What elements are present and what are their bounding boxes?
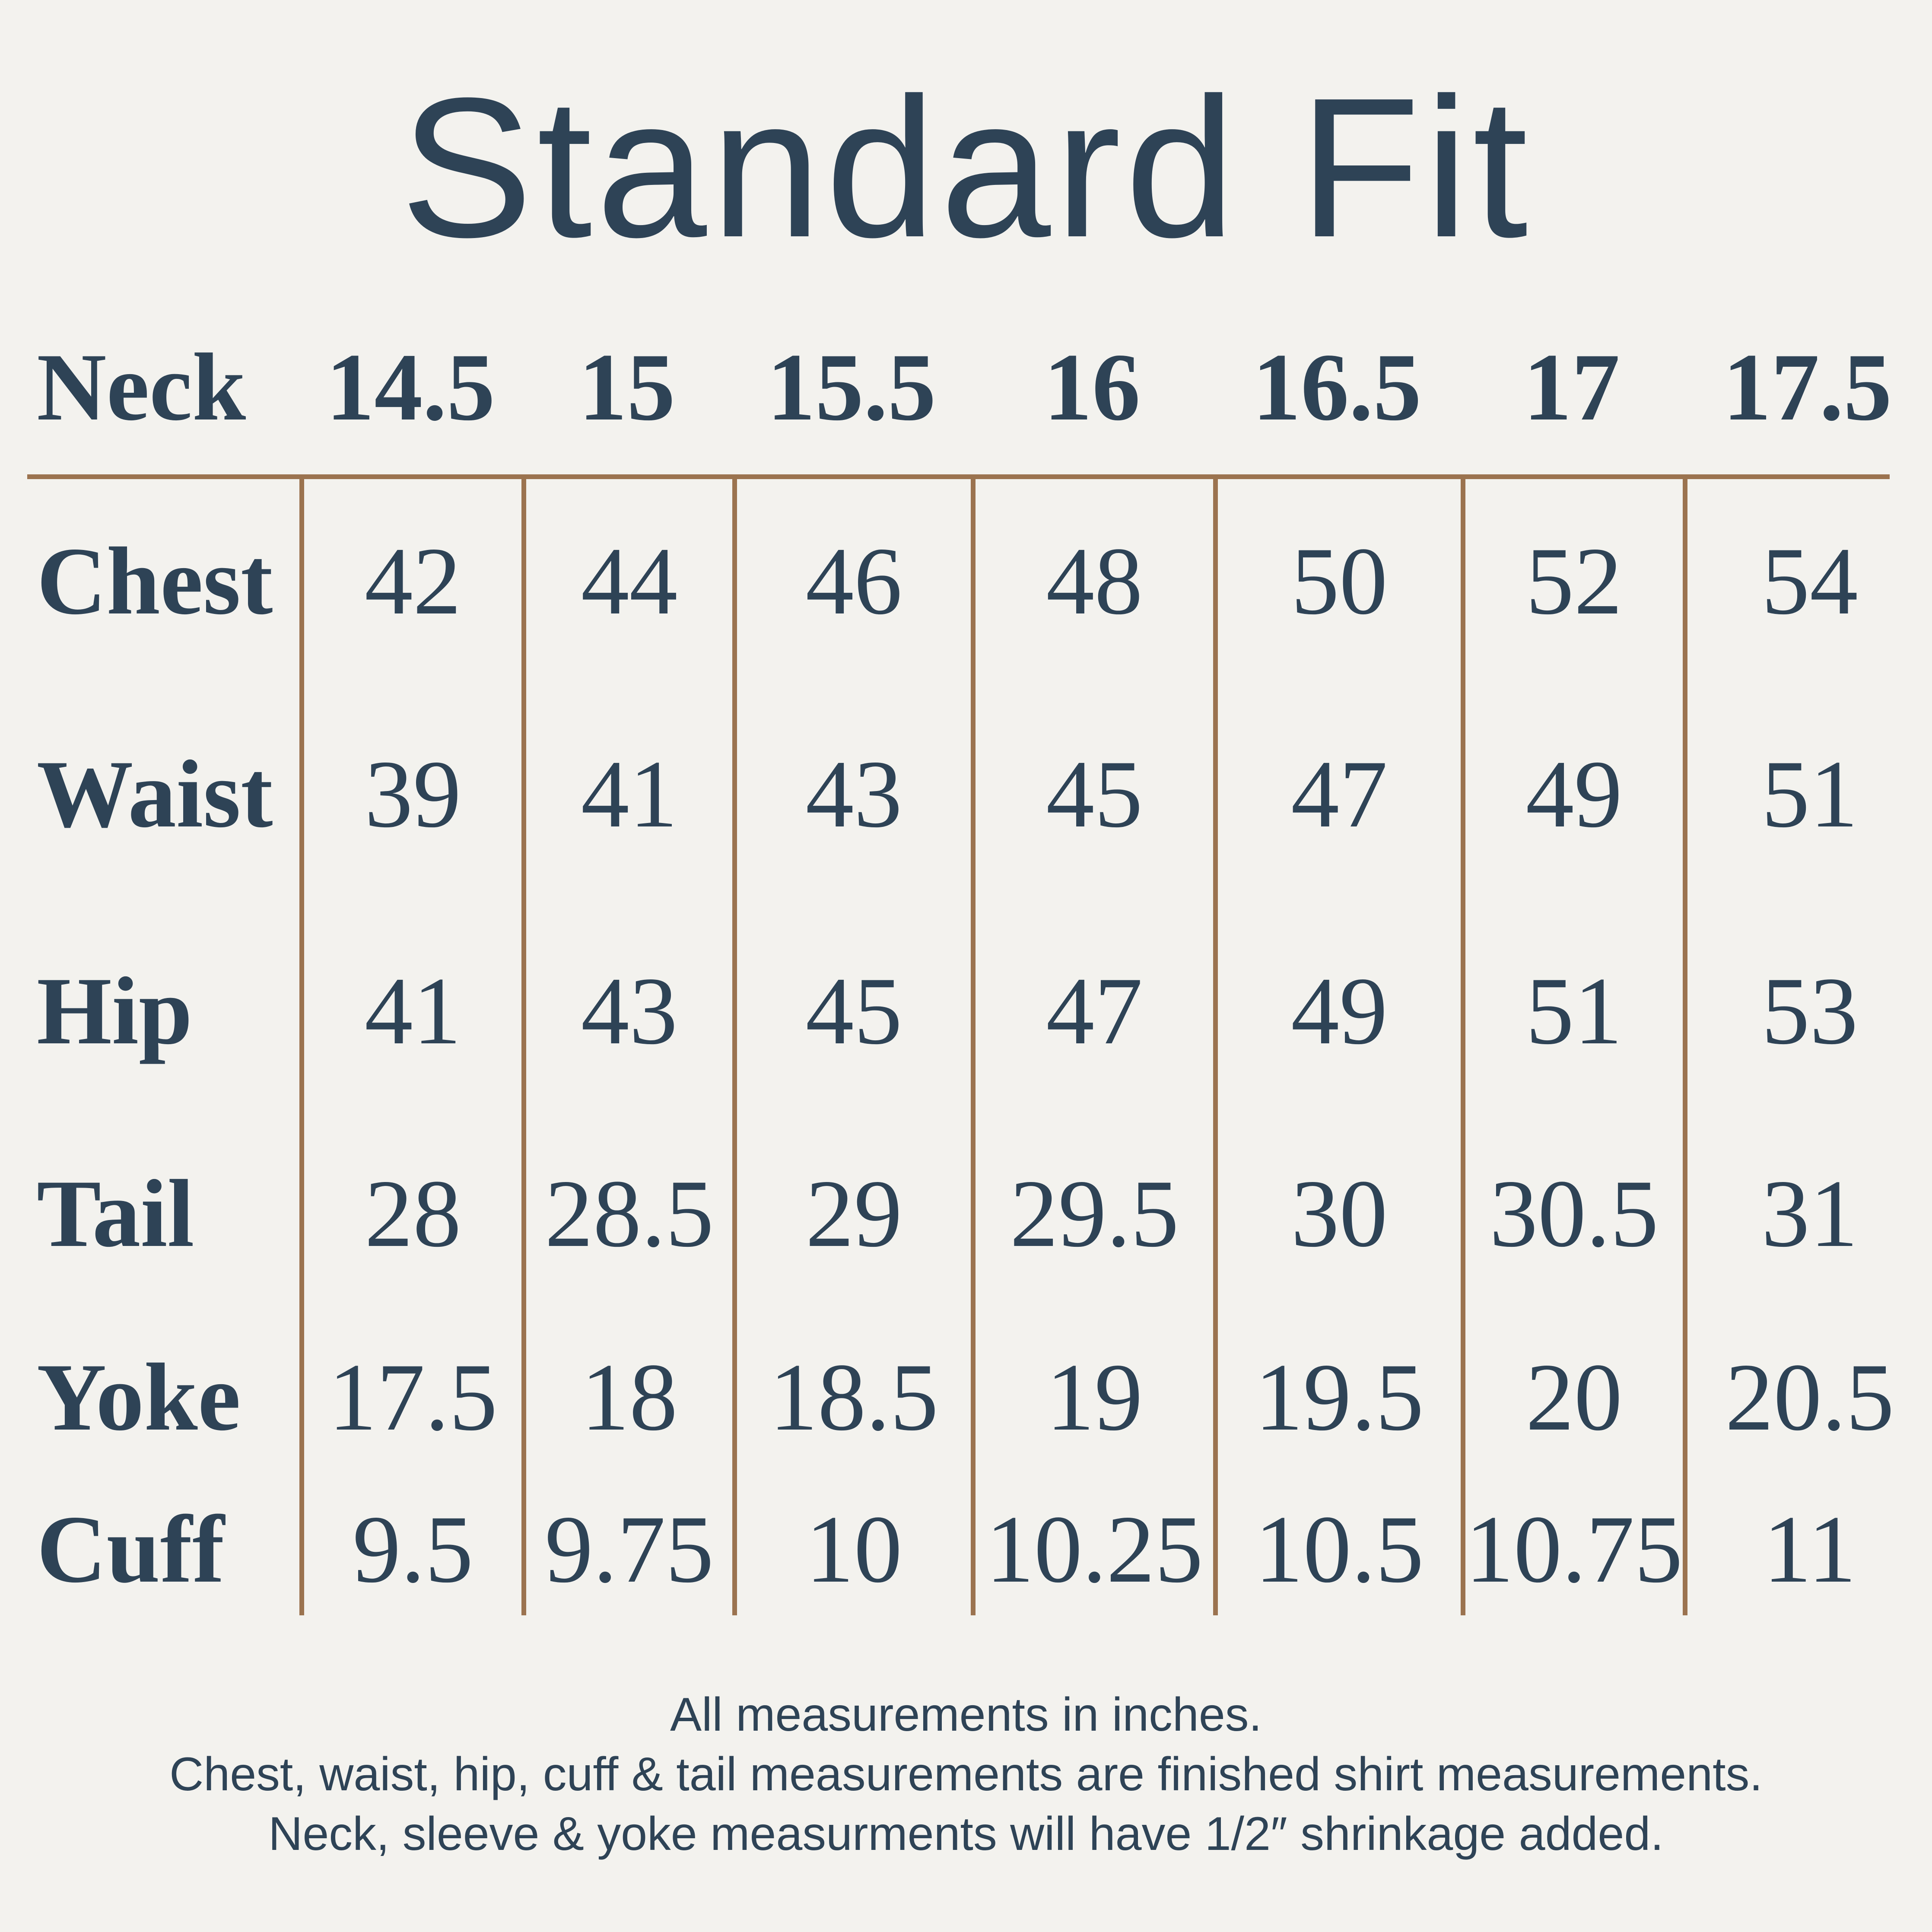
table-cell: 47 <box>1213 683 1460 906</box>
table-cell: 46 <box>732 479 971 684</box>
table-cell: 28 <box>299 1117 521 1311</box>
page-title: Standard Fit <box>400 56 1532 279</box>
table-cell: 43 <box>521 905 732 1118</box>
row-label: Tail <box>36 1160 194 1268</box>
table-cell: 48 <box>971 479 1213 684</box>
table-cell: 19 <box>971 1310 1213 1485</box>
table-cell: 18 <box>521 1310 732 1485</box>
table-cell: 52 <box>1460 479 1683 684</box>
table-cell: 42 <box>299 479 521 684</box>
footer-note-line: Chest, waist, hip, cuff & tail measureme… <box>169 1748 1763 1801</box>
table-cell: 30.5 <box>1460 1117 1683 1311</box>
row-label: Cuff <box>36 1496 225 1603</box>
table-cell: 50 <box>1213 479 1460 684</box>
table-cell: 17.5 <box>299 1310 521 1485</box>
table-cell: 45 <box>732 905 971 1118</box>
row-label: Hip <box>36 957 193 1065</box>
table-cell: 41 <box>521 683 732 906</box>
table-cell: 9.75 <box>521 1484 732 1615</box>
table-cell: 49 <box>1460 683 1683 906</box>
table-cell: 47 <box>971 905 1213 1118</box>
table-cell: 51 <box>1460 905 1683 1118</box>
table-cell: 54 <box>1683 479 1932 684</box>
header-size: 17.5 <box>1722 334 1892 441</box>
table-cell: 10.25 <box>971 1484 1213 1615</box>
table-cell: 29.5 <box>971 1117 1213 1311</box>
header-size: 14.5 <box>326 334 495 441</box>
header-size: 17 <box>1523 334 1620 441</box>
table-cell: 49 <box>1213 905 1460 1118</box>
table-cell: 10.75 <box>1460 1484 1683 1615</box>
row-label: Yoke <box>36 1344 241 1451</box>
table-cell: 30 <box>1213 1117 1460 1311</box>
footer-notes: All measurements in inches. Chest, waist… <box>0 1685 1932 1864</box>
table-cell: 39 <box>299 683 521 906</box>
table-cell: 44 <box>521 479 732 684</box>
footer-note-line: All measurements in inches. <box>670 1688 1262 1741</box>
table-cell: 53 <box>1683 905 1932 1118</box>
footer-note-line: Neck, sleeve & yoke measurments will hav… <box>268 1807 1664 1860</box>
size-table: Neck 14.5 15 15.5 16 16.5 17 17.5 Chest … <box>0 287 1932 1615</box>
row-label: Waist <box>36 740 273 848</box>
table-cell: 43 <box>732 683 971 906</box>
header-size: 16 <box>1043 334 1141 441</box>
size-table-body: Chest 42 44 46 48 50 52 54 Waist 39 41 4… <box>0 479 1932 1615</box>
table-cell: 20 <box>1460 1310 1683 1485</box>
table-cell: 10 <box>732 1484 971 1615</box>
table-cell: 31 <box>1683 1117 1932 1311</box>
table-cell: 45 <box>971 683 1213 906</box>
table-cell: 28.5 <box>521 1117 732 1311</box>
table-cell: 41 <box>299 905 521 1118</box>
table-cell: 18.5 <box>732 1310 971 1485</box>
table-cell: 51 <box>1683 683 1932 906</box>
header-size: 16.5 <box>1252 334 1422 441</box>
header-size: 15.5 <box>767 334 936 441</box>
table-top-rule <box>27 474 1890 480</box>
row-label: Chest <box>36 527 273 635</box>
header-neck-label: Neck <box>36 334 246 441</box>
table-cell: 9.5 <box>299 1484 521 1615</box>
table-cell: 19.5 <box>1213 1310 1460 1485</box>
table-cell: 11 <box>1683 1484 1932 1615</box>
header-size: 15 <box>578 334 675 441</box>
table-cell: 10.5 <box>1213 1484 1460 1615</box>
table-cell: 20.5 <box>1683 1310 1932 1485</box>
size-table-header: Neck 14.5 15 15.5 16 16.5 17 17.5 <box>0 287 1932 475</box>
table-cell: 29 <box>732 1117 971 1311</box>
